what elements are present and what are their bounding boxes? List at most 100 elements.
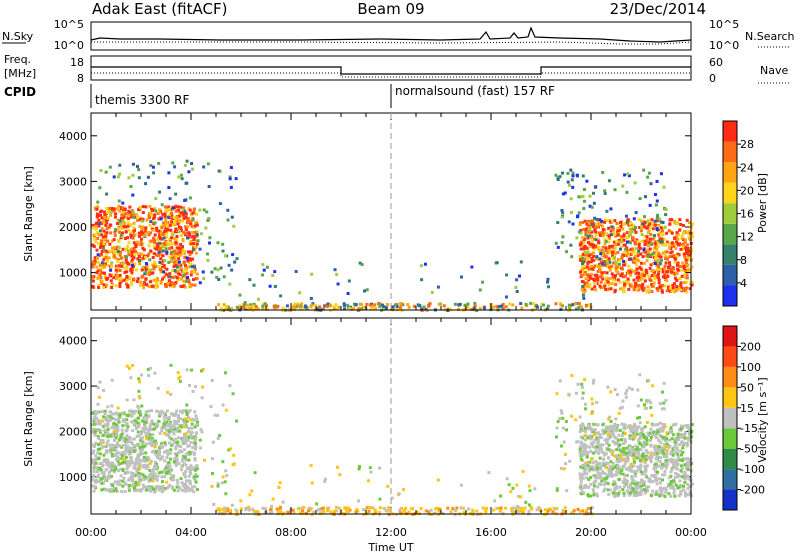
velocity-cell [634,474,638,478]
velocity-cell [187,410,191,414]
velocity-cell [645,421,649,425]
power-cell [597,246,601,250]
velocity-cell [645,475,649,479]
nave-trace [91,72,691,78]
velocity-cell [671,484,675,488]
power-cell [620,257,624,261]
power-cell [632,259,636,263]
power-cell [227,263,231,267]
power-cell [663,253,667,257]
power-cell [571,222,575,226]
velocity-cell [147,428,151,432]
velocity-cell [632,453,636,457]
power-cell [129,215,133,219]
power-cell [658,224,662,228]
velocity-cell [223,371,227,375]
velocity-cell [611,449,615,453]
velocity-cell [512,510,516,514]
velocity-cell [584,461,588,465]
power-cell [101,263,105,267]
velocity-cell [674,443,678,447]
power-cell [143,230,147,234]
power-cell [305,306,309,310]
velocity-cell [184,421,188,425]
power-cell [119,233,123,237]
power-cell [639,229,643,233]
velocity-cell [118,444,122,448]
power-cell [633,228,637,232]
velocity-cell [134,463,138,467]
power-cell [188,235,192,239]
velocity-cell [644,489,648,493]
velocity-cell [499,506,503,510]
power-cell [620,235,624,239]
power-cell [121,211,125,215]
power-cell [670,270,674,274]
power-cell [187,278,191,282]
velocity-cell [137,411,141,415]
velocity-cell [287,511,291,515]
power-cell [640,276,644,280]
power-cell [136,277,140,281]
power-cell [120,231,124,235]
velocity-cell [471,510,475,514]
velocity-cell [602,489,606,493]
velocity-cell [678,449,682,453]
power-cell [155,226,159,230]
velocity-cell [676,455,680,459]
velocity-cell [551,510,555,514]
power-cell [472,306,476,310]
velocity-cell [654,457,658,461]
velocity-cell [665,449,669,453]
power-cell [190,162,194,166]
power-cell [568,183,572,187]
power-cell [678,265,682,269]
velocity-cell [471,508,475,512]
power-cell [103,212,107,216]
velocity-cell [188,383,192,387]
power-cell [497,305,501,309]
velocity-cell [165,416,169,420]
velocity-cell [582,443,586,447]
velocity-cell [669,426,673,430]
velocity-cell [106,439,110,443]
power-cell [632,278,636,282]
velocity-cell [552,506,556,510]
velocity-cell [596,468,600,472]
power-cell [625,240,629,244]
velocity-cell [184,463,188,467]
power-cell [667,261,671,265]
velocity-cell [681,425,685,429]
velocity-cell [535,508,539,512]
power-cell [680,274,684,278]
power-cell [589,273,593,277]
velocity-cell [594,465,598,469]
velocity-cell [103,479,107,483]
velocity-cell [662,436,666,440]
velocity-cell [147,409,151,413]
power-cell [603,284,607,288]
velocity-cell [652,430,656,434]
velocity-cell [655,489,659,493]
power-cell [117,172,121,176]
velocity-cell [678,479,682,483]
power-cell [607,257,611,261]
power-cell [603,281,607,285]
nsearch-label: N.Search [745,30,795,43]
velocity-cell [585,455,589,459]
velocity-cell [170,443,174,447]
velocity-cell [185,368,189,372]
power-cell [189,241,193,245]
velocity-cell [98,479,102,483]
power-cell [635,263,639,267]
power-cell [585,222,589,226]
power-cell [662,237,666,241]
velocity-cell [95,480,99,484]
velocity-cell [654,448,658,452]
power-cell [616,226,620,230]
power-cell [157,253,161,257]
power-cell [611,231,615,235]
velocity-cell [603,477,607,481]
power-cell [173,218,177,222]
velocity-cell [621,480,625,484]
